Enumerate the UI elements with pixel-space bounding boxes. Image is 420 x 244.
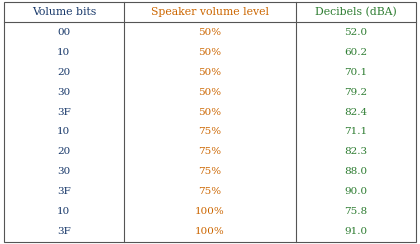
Text: 50%: 50% bbox=[198, 28, 222, 37]
Text: 3F: 3F bbox=[57, 108, 71, 117]
Text: 71.1: 71.1 bbox=[344, 127, 368, 136]
Text: 100%: 100% bbox=[195, 207, 225, 216]
Text: 20: 20 bbox=[57, 68, 71, 77]
Text: 90.0: 90.0 bbox=[344, 187, 368, 196]
Text: Volume bits: Volume bits bbox=[32, 7, 96, 17]
Text: Speaker volume level: Speaker volume level bbox=[151, 7, 269, 17]
Text: 3F: 3F bbox=[57, 187, 71, 196]
Text: 75%: 75% bbox=[198, 127, 222, 136]
Text: 30: 30 bbox=[57, 167, 71, 176]
Text: 00: 00 bbox=[57, 28, 71, 37]
Text: 50%: 50% bbox=[198, 68, 222, 77]
Text: 10: 10 bbox=[57, 207, 71, 216]
Text: 10: 10 bbox=[57, 48, 71, 57]
Text: 50%: 50% bbox=[198, 88, 222, 97]
Text: 52.0: 52.0 bbox=[344, 28, 368, 37]
Text: 91.0: 91.0 bbox=[344, 227, 368, 236]
Text: 70.1: 70.1 bbox=[344, 68, 368, 77]
Text: 50%: 50% bbox=[198, 48, 222, 57]
Text: 75.8: 75.8 bbox=[344, 207, 368, 216]
Text: 82.4: 82.4 bbox=[344, 108, 368, 117]
Text: 30: 30 bbox=[57, 88, 71, 97]
Text: 60.2: 60.2 bbox=[344, 48, 368, 57]
Text: 82.3: 82.3 bbox=[344, 147, 368, 156]
Text: Decibels (dBA): Decibels (dBA) bbox=[315, 7, 397, 18]
Text: 75%: 75% bbox=[198, 167, 222, 176]
Text: 100%: 100% bbox=[195, 227, 225, 236]
Text: 79.2: 79.2 bbox=[344, 88, 368, 97]
Text: 75%: 75% bbox=[198, 187, 222, 196]
Text: 88.0: 88.0 bbox=[344, 167, 368, 176]
Text: 20: 20 bbox=[57, 147, 71, 156]
Text: 10: 10 bbox=[57, 127, 71, 136]
Text: 75%: 75% bbox=[198, 147, 222, 156]
Text: 50%: 50% bbox=[198, 108, 222, 117]
Text: 3F: 3F bbox=[57, 227, 71, 236]
